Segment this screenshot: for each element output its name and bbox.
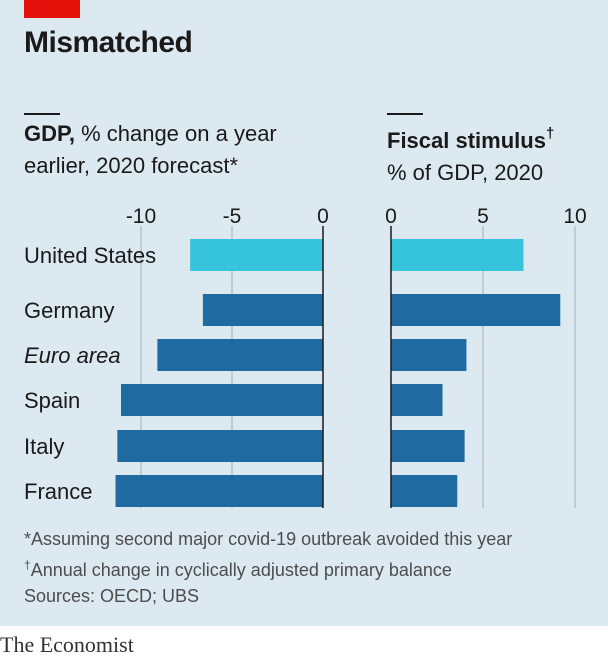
gdp-bar	[157, 339, 323, 371]
left-panel-title-line2: earlier, 2020 forecast*	[24, 153, 239, 178]
category-label: Italy	[24, 434, 64, 459]
chart-panel: Mismatched GDP, % change on a year earli…	[0, 0, 608, 626]
gdp-bar	[120, 384, 323, 416]
right-panel-title-line2: % of GDP, 2020	[387, 160, 544, 185]
gdp-bar	[190, 239, 323, 271]
stimulus-tick-label: 0	[385, 205, 397, 228]
left-panel-title-rest: % change on a year	[74, 121, 277, 146]
chart-title: Mismatched	[24, 26, 193, 59]
chart-notes: *Assuming second major covid-19 outbreak…	[24, 526, 512, 609]
gdp-tick-label: -5	[223, 205, 242, 228]
left-panel-title: GDP, % change on a year earlier, 2020 fo…	[24, 118, 277, 182]
stimulus-bar	[391, 475, 458, 507]
stimulus-bar	[391, 339, 467, 371]
right-panel-title-marker: †	[545, 125, 555, 142]
gdp-bar	[115, 475, 324, 507]
category-label: Spain	[24, 388, 80, 413]
gdp-tick-label: -10	[126, 205, 156, 228]
footer-brand: The Economist	[0, 632, 134, 657]
brand-tag	[24, 0, 80, 18]
left-panel-title-bold: GDP,	[24, 121, 75, 146]
category-label: Germany	[24, 298, 114, 323]
right-panel-title-bold: Fiscal stimulus	[387, 128, 546, 153]
category-label: France	[24, 479, 92, 504]
stimulus-bar	[391, 294, 561, 326]
sources: Sources: OECD; UBS	[24, 586, 200, 606]
stimulus-bar	[391, 239, 524, 271]
bar-charts: -10 -5 0 0 5 10 United States Germany Euro area S…	[24, 205, 587, 508]
stimulus-bar	[391, 430, 465, 462]
right-panel-rule	[387, 113, 423, 115]
gdp-bar	[202, 294, 323, 326]
category-label: United States	[24, 243, 156, 268]
stimulus-bar	[391, 384, 443, 416]
gdp-bar	[117, 430, 323, 462]
category-label: Euro area	[24, 343, 121, 368]
stimulus-tick-label: 5	[477, 205, 489, 228]
note-line-2-marker: †	[24, 558, 31, 572]
note-line-1: *Assuming second major covid-19 outbreak…	[24, 529, 513, 549]
right-panel-title: Fiscal stimulus† % of GDP, 2020	[387, 118, 554, 189]
left-panel-rule	[24, 113, 60, 115]
note-line-2: Annual change in cyclically adjusted pri…	[30, 560, 452, 580]
gdp-tick-label: 0	[317, 205, 329, 228]
stimulus-tick-label: 10	[563, 205, 586, 228]
